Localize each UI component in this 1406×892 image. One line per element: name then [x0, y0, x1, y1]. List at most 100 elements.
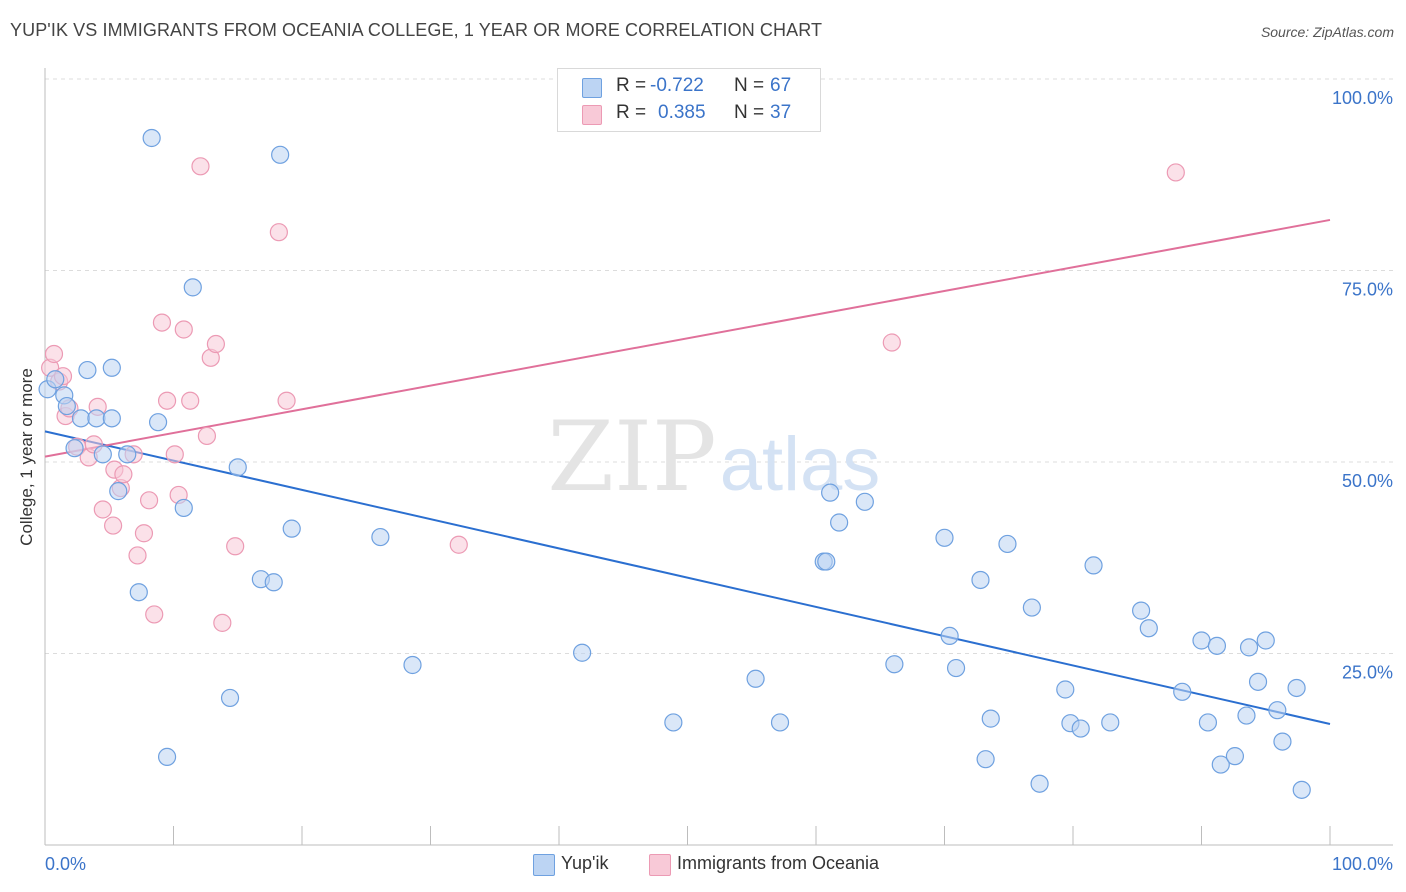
- point-yupik: [183, 278, 202, 297]
- point-oceania: [44, 344, 64, 364]
- point-yupik: [976, 750, 995, 769]
- point-oceania: [213, 613, 232, 632]
- correlation-stats-box: R = -0.722 N = 67 R = 0.385 N = 37: [557, 68, 821, 132]
- legend-swatch-yupik: [533, 854, 555, 876]
- trend-line-yupik: [44, 430, 1331, 725]
- stats-swatch-oceania: [582, 105, 602, 125]
- point-oceania: [882, 333, 901, 352]
- point-yupik: [93, 445, 112, 464]
- gridlines: [45, 78, 1393, 654]
- stats-swatch-yupik: [582, 78, 602, 98]
- point-yupik: [1207, 636, 1227, 655]
- point-yupik: [220, 688, 240, 708]
- point-yupik: [1268, 701, 1287, 720]
- point-yupik: [885, 655, 904, 674]
- point-yupik: [664, 713, 683, 732]
- point-oceania: [269, 223, 288, 242]
- point-yupik: [46, 370, 65, 389]
- point-yupik: [981, 709, 1000, 728]
- stats-row-oceania: R = 0.385 N = 37: [558, 102, 820, 128]
- point-yupik: [1198, 713, 1218, 732]
- point-oceania: [174, 320, 193, 339]
- point-oceania: [277, 391, 296, 410]
- point-yupik: [148, 413, 168, 432]
- point-yupik: [1239, 638, 1259, 657]
- point-yupik: [78, 360, 97, 380]
- point-yupik: [746, 669, 765, 688]
- stats-r-value: -0.722: [650, 75, 704, 96]
- stats-r-label: R =: [616, 75, 647, 96]
- point-oceania: [152, 313, 172, 332]
- y-axis-label: College, 1 year or more: [17, 368, 36, 546]
- stats-n-label: N =: [734, 75, 765, 96]
- legend-label-oceania: Immigrants from Oceania: [677, 853, 880, 873]
- point-yupik: [87, 409, 106, 428]
- point-yupik: [946, 658, 966, 678]
- data-points: [38, 128, 1311, 799]
- point-yupik: [940, 626, 959, 645]
- point-yupik: [228, 458, 247, 477]
- stats-r-value: 0.385: [658, 102, 706, 123]
- chart-title: YUP'IK VS IMMIGRANTS FROM OCEANIA COLLEG…: [10, 20, 823, 40]
- stats-row-yupik: R = -0.722 N = 67: [558, 75, 820, 101]
- point-oceania: [206, 334, 226, 354]
- point-yupik: [157, 747, 177, 767]
- stats-n-label: N =: [734, 102, 765, 123]
- point-oceania: [181, 391, 200, 410]
- point-yupik: [271, 145, 290, 164]
- point-oceania: [134, 524, 154, 543]
- point-yupik: [573, 643, 592, 662]
- point-yupik: [1287, 678, 1306, 698]
- point-yupik: [282, 519, 301, 538]
- point-yupik: [770, 713, 790, 732]
- point-oceania: [449, 535, 468, 554]
- watermark-atlas: atlas: [720, 422, 881, 507]
- point-yupik: [109, 482, 128, 501]
- point-oceania: [104, 516, 123, 535]
- point-oceania: [197, 426, 217, 446]
- point-yupik: [1173, 682, 1192, 701]
- legend-item-oceania[interactable]: Immigrants from Oceania: [649, 853, 919, 877]
- point-yupik: [118, 445, 137, 464]
- point-oceania: [191, 157, 210, 176]
- point-yupik: [830, 513, 849, 532]
- point-yupik: [1030, 774, 1049, 793]
- point-oceania: [145, 605, 164, 624]
- point-oceania: [128, 546, 147, 565]
- y-tick-label: 25.0%: [1342, 663, 1393, 683]
- point-yupik: [1248, 672, 1268, 691]
- point-yupik: [971, 570, 990, 590]
- point-oceania: [165, 445, 184, 464]
- chart-source: Source: ZipAtlas.com: [1260, 24, 1394, 40]
- y-tick-labels: 100.0% 75.0% 50.0% 25.0%: [1332, 88, 1393, 683]
- point-yupik: [1273, 732, 1292, 751]
- point-oceania: [1166, 163, 1185, 182]
- point-yupik: [1084, 556, 1103, 575]
- point-yupik: [817, 552, 836, 571]
- point-yupik: [1132, 601, 1151, 620]
- point-yupik: [102, 358, 121, 377]
- point-yupik: [1225, 747, 1245, 766]
- stats-r-label: R =: [616, 102, 647, 123]
- point-yupik: [1139, 619, 1158, 638]
- x-tick-label-left: 0.0%: [45, 854, 86, 874]
- point-yupik: [1256, 631, 1275, 650]
- point-yupik: [403, 655, 422, 675]
- trend-lines: [44, 218, 1331, 725]
- watermark-zip: ZIP: [547, 401, 716, 513]
- x-tick-labels: 0.0% 100.0%: [45, 854, 1393, 874]
- point-oceania: [226, 537, 245, 556]
- y-tick-label: 100.0%: [1332, 88, 1393, 108]
- point-yupik: [65, 439, 84, 458]
- x-tick-label-right: 100.0%: [1332, 854, 1393, 874]
- legend-label-yupik: Yup'ik: [561, 853, 609, 873]
- legend-item-yupik[interactable]: Yup'ik: [533, 853, 643, 877]
- stats-n-value: 67: [770, 75, 792, 96]
- point-yupik: [57, 396, 76, 416]
- point-oceania: [157, 391, 177, 410]
- point-yupik: [142, 128, 161, 148]
- stats-n-value: 37: [770, 102, 792, 123]
- point-yupik: [1022, 598, 1041, 617]
- trend-line-oceania: [44, 218, 1331, 458]
